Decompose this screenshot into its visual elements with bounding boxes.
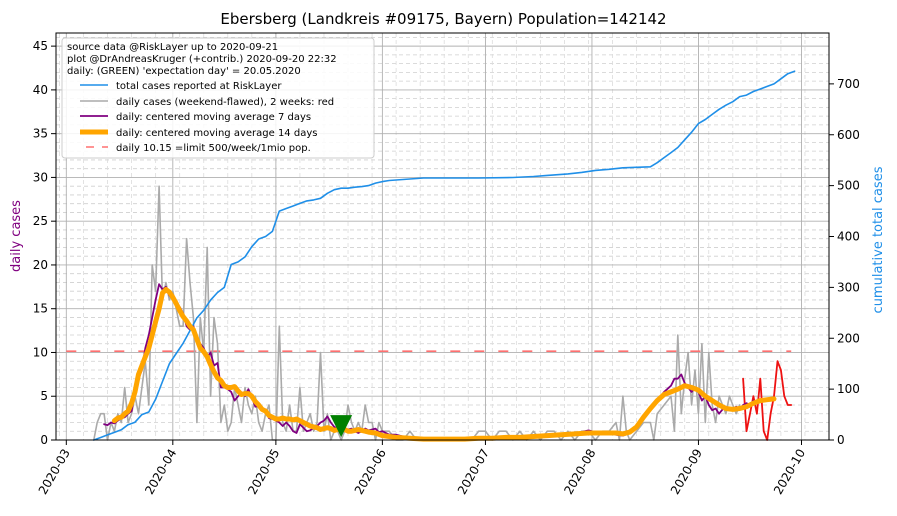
y-tick-label-left: 20	[33, 258, 48, 272]
x-tick-label: 2020-05	[245, 447, 282, 497]
legend-entry-daily: daily cases (weekend-flawed), 2 weeks: r…	[116, 97, 334, 108]
legend-header-line: source data @RiskLayer up to 2020-09-21	[67, 42, 278, 53]
legend-header-line: daily: (GREEN) 'expectation day' = 20.05…	[67, 66, 301, 77]
series-line-ma7	[103, 283, 755, 441]
y-tick-label-right: 500	[837, 179, 860, 193]
series-layer	[93, 70, 796, 442]
y-tick-label-right: 100	[837, 382, 860, 396]
y-tick-label-right: 0	[837, 433, 845, 447]
x-tick-label: 2020-08	[561, 447, 598, 497]
y-tick-label-left: 25	[33, 214, 48, 228]
expectation-day-marker	[330, 415, 353, 438]
y-tick-label-right: 600	[837, 128, 860, 142]
y-tick-label-left: 15	[33, 302, 48, 316]
x-tick-label: 2020-09	[668, 447, 705, 497]
y-tick-label-right: 700	[837, 77, 860, 91]
x-tick-label: 2020-06	[352, 447, 389, 497]
series-line-ma14	[111, 287, 777, 442]
legend-header-line: plot @DrAndreasKruger (+contrib.) 2020-0…	[67, 54, 337, 65]
marker-layer	[330, 415, 353, 438]
y-tick-label-left: 35	[33, 127, 48, 141]
x-tick-label: 2020-07	[455, 447, 492, 497]
legend-box	[61, 37, 375, 159]
y-tick-label-left: 5	[40, 389, 48, 403]
y-tick-label-right: 400	[837, 230, 860, 244]
legend-entry-ma7: daily: centered moving average 7 days	[116, 112, 311, 123]
y-tick-label-left: 10	[33, 345, 48, 359]
chart-title: Ebersberg (Landkreis #09175, Bayern) Pop…	[220, 10, 666, 28]
legend-entry-limit: daily 10.15 =limit 500/week/1mio pop.	[116, 143, 311, 154]
legend-entry-ma14: daily: centered moving average 14 days	[116, 128, 317, 139]
y-tick-label-left: 45	[33, 39, 48, 53]
y-axis-label-left: daily cases	[9, 200, 24, 272]
x-tick-label: 2020-03	[36, 447, 73, 497]
y-axis-label-right: cumulative total cases	[871, 166, 886, 313]
x-tick-label: 2020-04	[142, 447, 179, 497]
y-tick-label-right: 200	[837, 331, 860, 345]
y-tick-label-left: 40	[33, 83, 48, 97]
y-tick-label-left: 30	[33, 170, 48, 184]
series-line-daily-cases	[93, 185, 741, 441]
y-tick-label-left: 0	[40, 433, 48, 447]
series-line-total-cases	[93, 70, 796, 441]
y-tick-label-right: 300	[837, 280, 860, 294]
legend-entry-total: total cases reported at RiskLayer	[116, 81, 282, 92]
x-tick-label: 2020-10	[771, 447, 808, 497]
legend: source data @RiskLayer up to 2020-09-21 …	[61, 37, 375, 159]
